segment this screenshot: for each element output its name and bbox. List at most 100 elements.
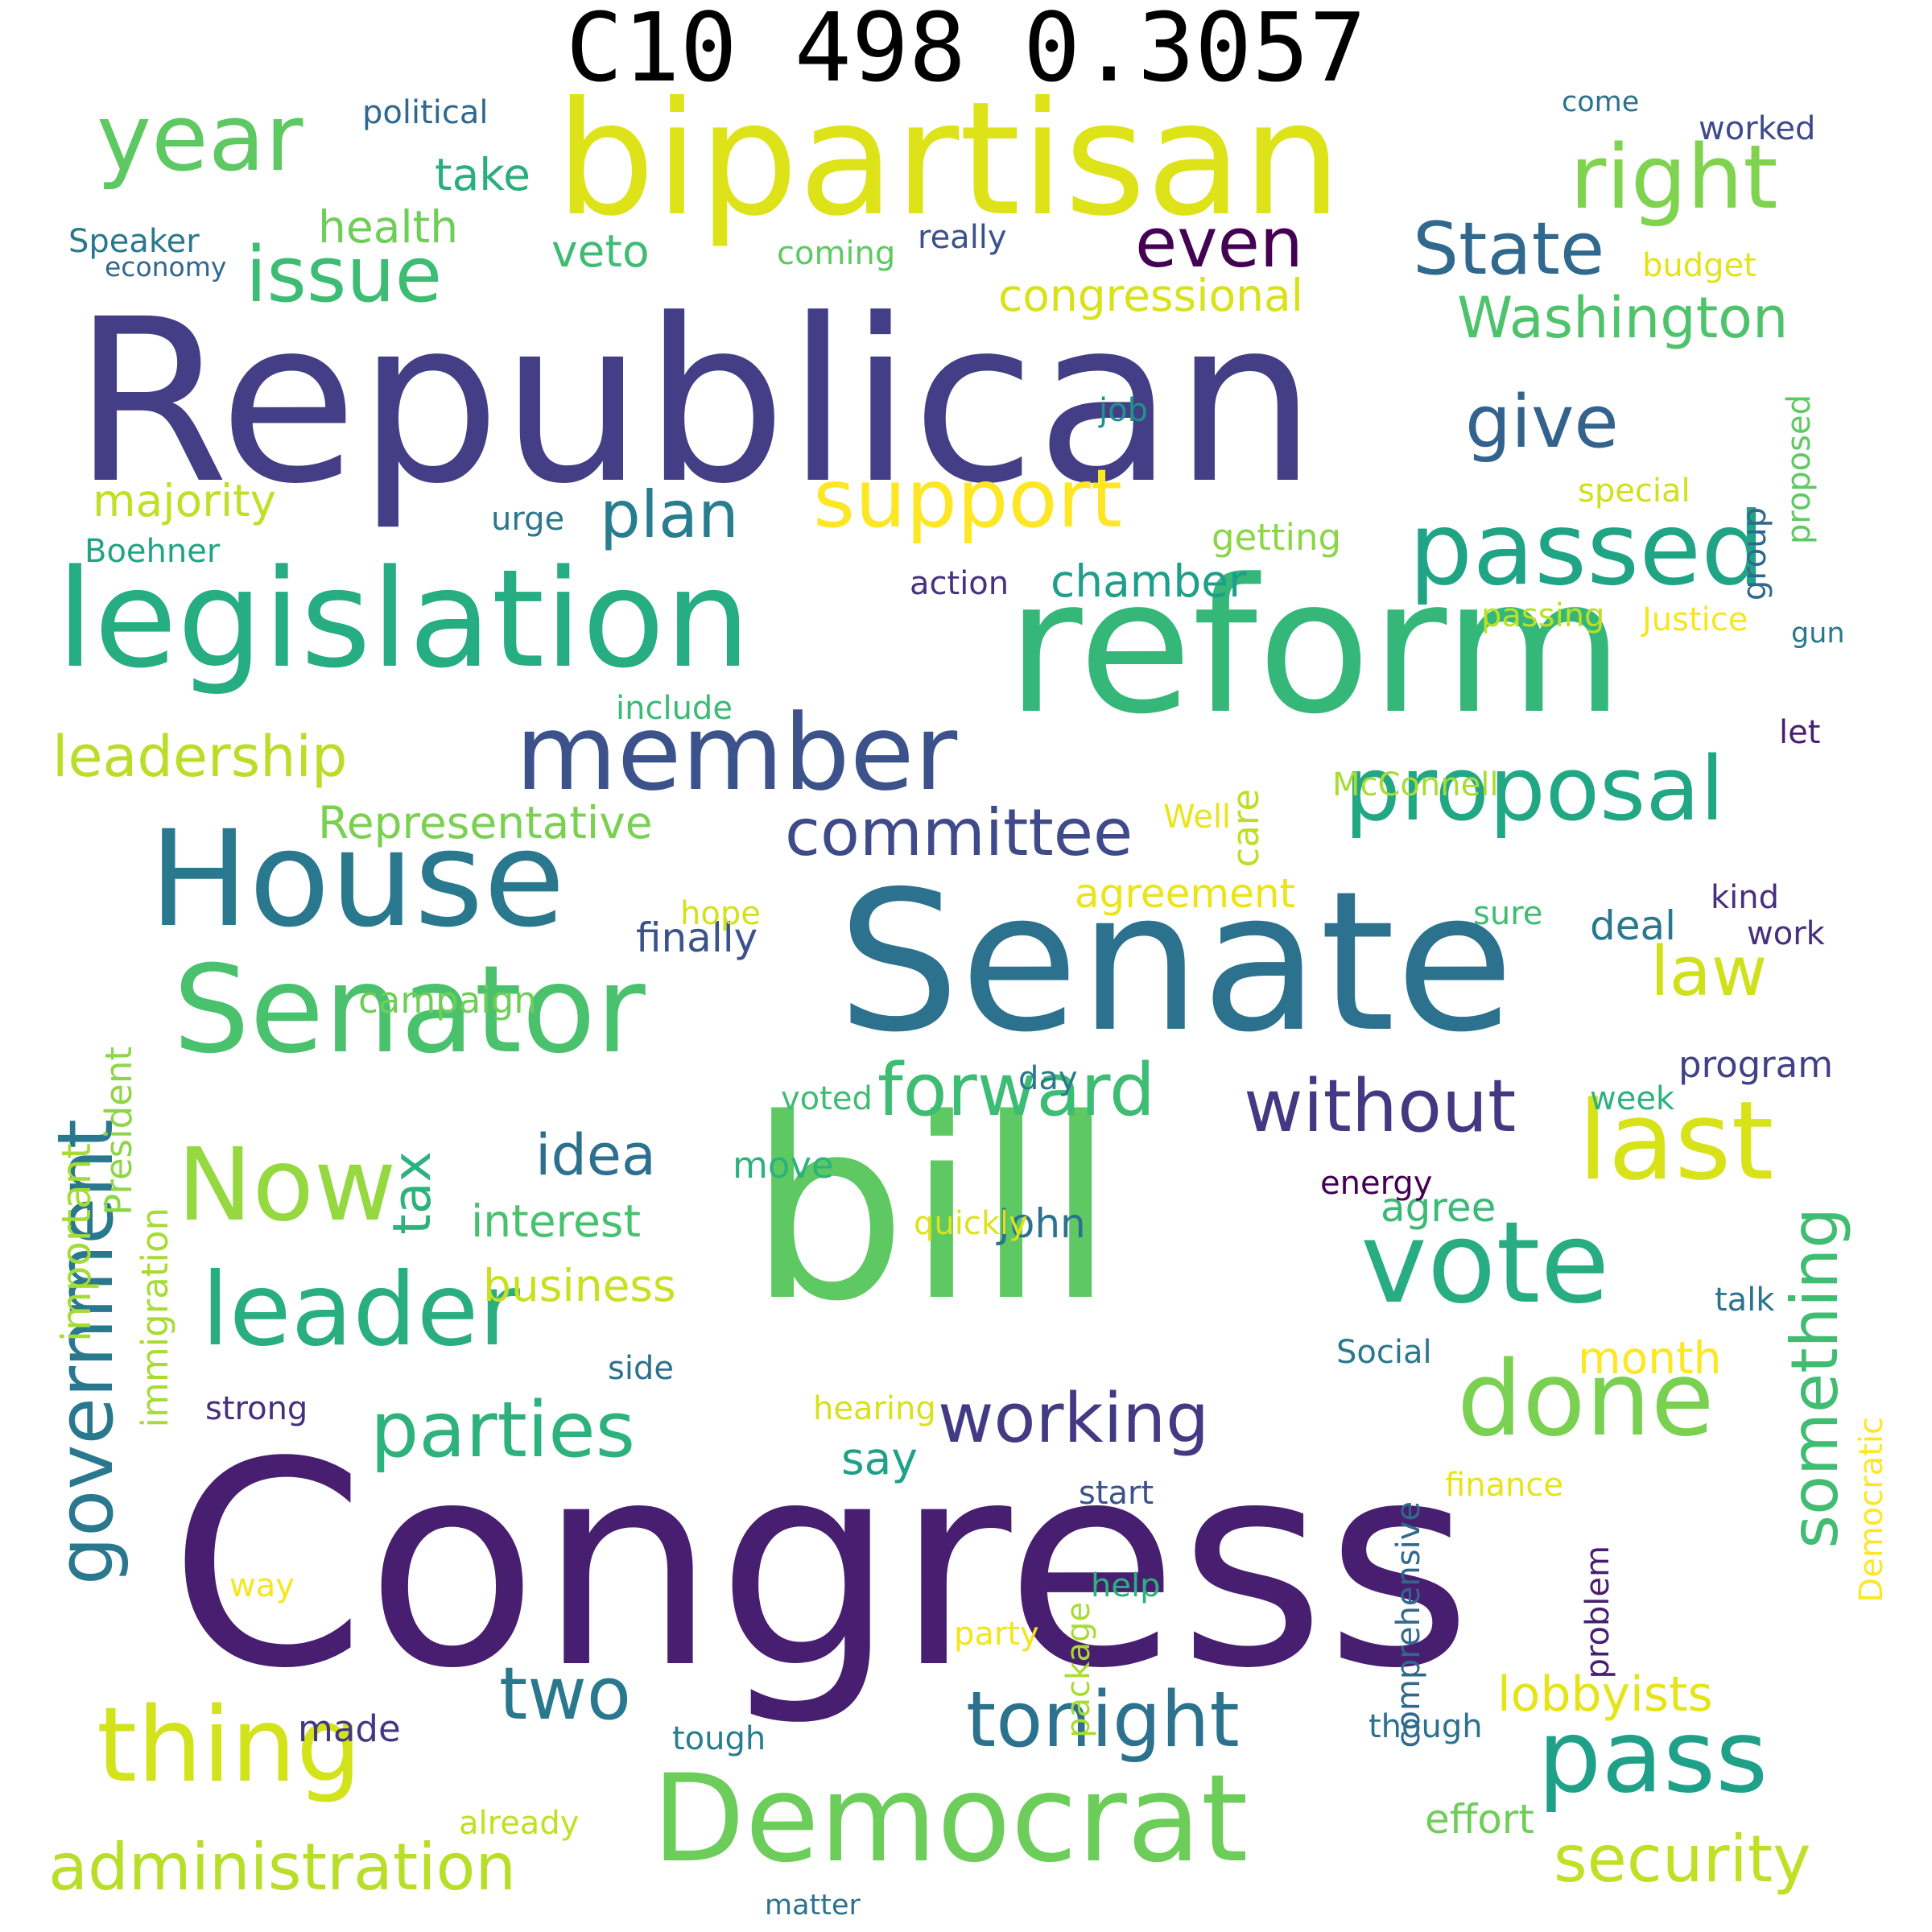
word-democratic: Democratic — [1853, 1417, 1890, 1603]
word-give: give — [1465, 380, 1619, 464]
word-congressional: congressional — [998, 270, 1303, 321]
word-side: side — [608, 1350, 674, 1387]
word-voted: voted — [781, 1080, 873, 1117]
word-legislation: legislation — [56, 540, 751, 698]
word-member: member — [515, 691, 958, 814]
word-john: John — [998, 1200, 1086, 1247]
word-special: special — [1578, 473, 1690, 510]
word-two: two — [499, 1652, 631, 1736]
word-finance: finance — [1445, 1467, 1564, 1504]
word-majority: majority — [93, 475, 277, 526]
word-washington: Washington — [1457, 285, 1789, 351]
word-administration: administration — [48, 1830, 517, 1905]
word-work: work — [1747, 915, 1825, 952]
word-committee: committee — [785, 795, 1133, 870]
word-president: President — [97, 1046, 140, 1216]
word-program: program — [1678, 1043, 1834, 1086]
word-representative: Representative — [318, 797, 653, 848]
word-strong: strong — [205, 1390, 308, 1427]
word-coming: coming — [777, 235, 896, 272]
word-speaker: Speaker — [68, 223, 200, 260]
word-senator: Senator — [173, 940, 646, 1080]
word-plan: plan — [600, 477, 739, 552]
word-important: important — [53, 1143, 100, 1343]
word-without: without — [1244, 1064, 1517, 1149]
word-agree: agree — [1381, 1184, 1496, 1231]
word-mcconnell: McConnell — [1332, 766, 1499, 803]
word-week: week — [1590, 1080, 1675, 1117]
word-justice: Justice — [1642, 601, 1748, 638]
word-political: political — [362, 94, 489, 131]
word-leadership: leadership — [52, 724, 348, 790]
word-something: something — [1777, 1208, 1852, 1549]
word-group: group — [1736, 507, 1773, 601]
word-deal: deal — [1590, 902, 1677, 949]
word-year: year — [97, 85, 303, 192]
word-include: include — [616, 690, 733, 727]
word-issue: issue — [246, 231, 443, 320]
word-well: Well — [1163, 799, 1232, 836]
word-package: package — [1060, 1602, 1097, 1738]
word-senate: Senate — [837, 849, 1514, 1075]
word-say: say — [841, 1433, 918, 1484]
word-right: right — [1570, 126, 1778, 229]
word-come: come — [1562, 86, 1640, 118]
word-vote: vote — [1360, 1198, 1610, 1329]
word-tough: tough — [672, 1720, 766, 1757]
word-working: working — [938, 1379, 1210, 1459]
word-job: job — [1099, 392, 1148, 429]
word-already: already — [459, 1805, 580, 1842]
word-pass: pass — [1538, 1699, 1769, 1815]
word-made: made — [298, 1707, 401, 1750]
word-bipartisan: bipartisan — [555, 68, 1342, 250]
word-boehner: Boehner — [85, 533, 221, 570]
word-budget: budget — [1642, 247, 1757, 284]
word-hearing: hearing — [813, 1390, 936, 1427]
word-immigration: immigration — [134, 1208, 176, 1428]
word-law: law — [1650, 932, 1768, 1012]
word-take: take — [435, 149, 530, 200]
word-reform: reform — [1006, 540, 1624, 755]
word-action: action — [910, 565, 1009, 602]
word-care: care — [1224, 789, 1267, 868]
word-finally: finally — [636, 914, 758, 961]
word-proposal: proposal — [1344, 737, 1725, 840]
word-parties: parties — [370, 1386, 636, 1475]
word-agreement: agreement — [1075, 870, 1296, 917]
word-support: support — [813, 452, 1122, 546]
word-gun: gun — [1791, 617, 1845, 650]
word-done: done — [1457, 1340, 1715, 1459]
word-even: even — [1135, 204, 1303, 283]
word-idea: idea — [535, 1122, 656, 1188]
word-now: Now — [177, 1127, 397, 1244]
word-way: way — [229, 1567, 295, 1604]
word-republican: Republican — [72, 271, 1317, 534]
word-hope: hope — [680, 895, 761, 932]
word-energy: energy — [1320, 1165, 1433, 1202]
word-health: health — [318, 201, 459, 253]
word-bill: bill — [749, 1066, 1116, 1356]
word-move: move — [733, 1144, 834, 1187]
word-comprehensive: comprehensive — [1390, 1501, 1427, 1748]
word-problem: problem — [1579, 1546, 1616, 1679]
word-thing: thing — [97, 1686, 362, 1806]
word-worked: worked — [1699, 110, 1816, 147]
word-economy: economy — [105, 251, 227, 283]
word-let: let — [1779, 714, 1821, 751]
word-matter: matter — [765, 1889, 861, 1922]
word-quickly: quickly — [914, 1205, 1028, 1242]
word-effort: effort — [1425, 1796, 1534, 1843]
word-party: party — [954, 1616, 1039, 1653]
word-proposed: proposed — [1781, 394, 1818, 545]
word-democrat: Democrat — [652, 1749, 1249, 1889]
word-interest: interest — [471, 1195, 642, 1247]
word-tax: tax — [382, 1151, 443, 1235]
word-month: month — [1578, 1332, 1722, 1384]
word-talk: talk — [1715, 1282, 1775, 1319]
word-security: security — [1554, 1822, 1811, 1897]
word-leader: leader — [201, 1252, 520, 1368]
word-day: day — [1018, 1060, 1078, 1097]
word-veto: veto — [551, 225, 650, 277]
word-sure: sure — [1473, 895, 1543, 932]
